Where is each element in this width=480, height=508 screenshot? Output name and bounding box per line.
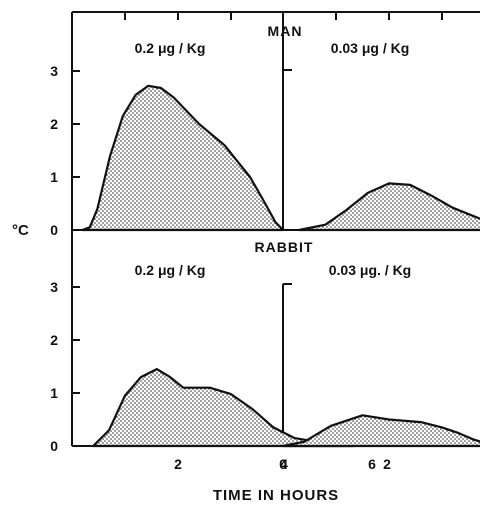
area-series-1	[81, 84, 285, 232]
row-label-man: MAN	[268, 23, 303, 39]
x-tick-label: 4	[280, 456, 288, 472]
data-areas	[81, 84, 480, 448]
tick-labels: 012301232460246	[50, 63, 391, 472]
x-axis-label: TIME IN HOURS	[213, 487, 339, 504]
y-tick-label: 3	[50, 279, 58, 295]
panel-title-rabbit-low: 0.03 μg. / Kg	[329, 262, 411, 278]
y-tick-label: 3	[50, 63, 58, 79]
x-tick-label: 2	[174, 456, 182, 472]
y-tick-label: 0	[50, 222, 58, 238]
y-tick-label: 1	[50, 169, 58, 185]
panel-title-man-low: 0.03 μg / Kg	[331, 40, 410, 56]
y-tick-label: 2	[50, 116, 58, 132]
y-axis-label: °C	[12, 222, 29, 239]
y-tick-label: 1	[50, 385, 58, 401]
area-series-4	[281, 414, 480, 448]
x-tick-label: 0	[279, 456, 287, 472]
row-label-rabbit: RABBIT	[255, 239, 314, 255]
x-tick-label: 6	[368, 456, 376, 472]
panel-title-rabbit-high: 0.2 μg / Kg	[135, 262, 206, 278]
area-series-2	[297, 182, 480, 232]
area-series-3	[92, 368, 354, 448]
panel-title-man-high: 0.2 μg / Kg	[135, 40, 206, 56]
x-tick-label: 2	[383, 456, 391, 472]
y-tick-label: 2	[50, 332, 58, 348]
y-tick-label: 0	[50, 438, 58, 454]
